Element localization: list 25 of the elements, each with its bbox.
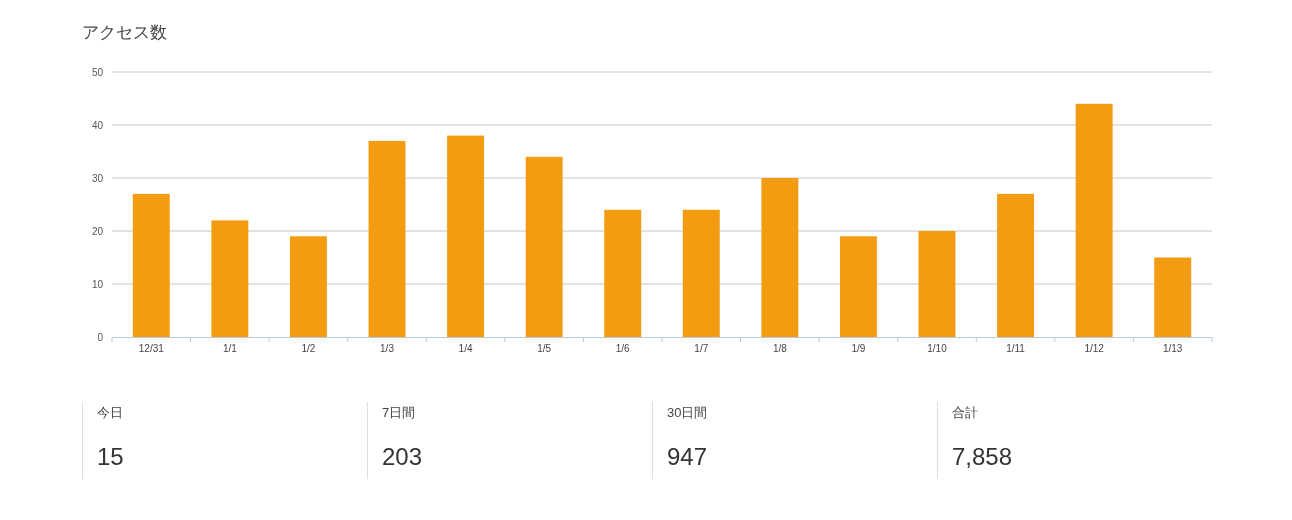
- x-tick-label: 1/10: [927, 343, 948, 354]
- y-tick-label: 0: [97, 331, 104, 343]
- x-tick-label: 1/11: [1006, 343, 1026, 354]
- y-tick-label: 10: [91, 278, 104, 290]
- y-tick-label: 40: [91, 119, 104, 131]
- title: アクセス数: [82, 23, 167, 42]
- x-tick-label: 1/1: [222, 343, 238, 354]
- x-tick-label: 1/9: [851, 343, 866, 354]
- y-tick-label: 30: [91, 172, 104, 184]
- x-tick-label: 1/13: [1162, 343, 1183, 354]
- stat: 合計 7,858: [937, 401, 1013, 480]
- x-tick-label: 1/3: [380, 343, 395, 354]
- x-tick-label: 1/8: [772, 343, 788, 354]
- y-tick-label: 50: [91, 66, 104, 78]
- x-tick-label: 1/2: [301, 343, 316, 354]
- stat: 今日 15: [82, 401, 124, 480]
- x-tick-label: 1/7: [694, 343, 709, 354]
- x-tick-label: 12/31: [138, 343, 165, 354]
- y-tick-label: 20: [91, 225, 104, 237]
- x-tick-label: 1/12: [1084, 343, 1105, 354]
- stat: 30日間 947: [652, 401, 708, 480]
- stat: 7日間 203: [367, 401, 423, 480]
- x-tick-label: 1/5: [537, 343, 552, 354]
- x-tick-label: 1/4: [458, 343, 473, 354]
- x-tick-label: 1/6: [615, 343, 631, 354]
